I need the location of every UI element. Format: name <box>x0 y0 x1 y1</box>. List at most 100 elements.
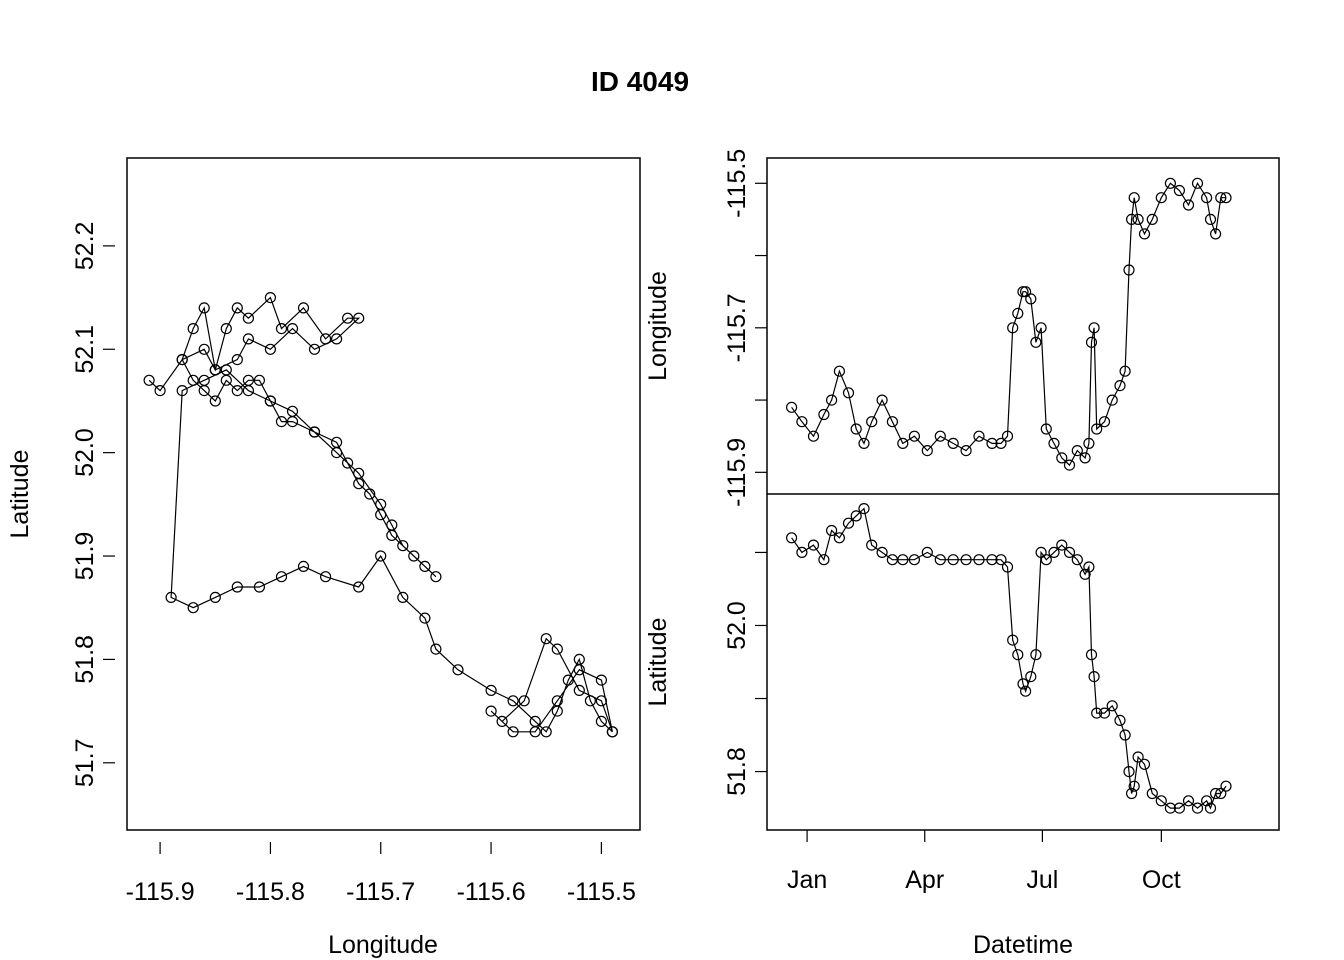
data-point <box>1220 192 1232 204</box>
data-point <box>375 509 387 521</box>
data-point <box>886 416 899 428</box>
data-point <box>960 554 972 566</box>
data-point <box>231 581 243 593</box>
data-point <box>1146 213 1158 225</box>
data-point <box>1017 286 1029 298</box>
data-point <box>1132 751 1144 763</box>
data-point <box>842 387 855 399</box>
latitude-time-panel: 51.8 52.0 Jan Apr Jul Oct Latitude Datetime <box>644 503 1232 959</box>
data-point <box>1025 670 1037 683</box>
data-point <box>297 302 310 314</box>
data-point <box>1123 264 1135 276</box>
data-point <box>908 430 921 442</box>
data-point <box>408 550 420 562</box>
data-point <box>921 445 933 457</box>
data-point <box>897 554 909 566</box>
data-point <box>1017 678 1029 690</box>
data-point <box>876 546 888 559</box>
y-tick-label: 51.8 <box>71 635 99 684</box>
x-tick-label: -115.5 <box>567 878 636 906</box>
y-tick-label: 52.0 <box>71 428 99 477</box>
x-tick-label: -115.6 <box>457 878 526 906</box>
data-point <box>986 437 998 449</box>
series-line <box>148 296 613 733</box>
data-point <box>785 532 798 544</box>
x-tick-label: Jul <box>1026 866 1058 894</box>
data-point <box>419 560 431 573</box>
data-point <box>242 312 254 324</box>
data-point <box>1114 714 1126 727</box>
data-point <box>1040 423 1052 435</box>
data-point <box>1012 307 1024 319</box>
data-point <box>897 437 909 449</box>
data-point <box>947 554 959 566</box>
data-point <box>973 554 985 566</box>
data-point <box>1007 322 1019 334</box>
y-tick-label: 52.0 <box>723 601 751 650</box>
data-point <box>286 323 299 335</box>
data-point <box>921 546 933 559</box>
data-point <box>818 554 830 566</box>
data-point <box>242 385 254 397</box>
data-point <box>286 405 299 417</box>
data-point <box>1204 213 1217 225</box>
data-point <box>220 364 232 376</box>
data-point <box>995 437 1007 449</box>
data-point <box>198 343 210 355</box>
y-tick-label: 51.8 <box>723 747 751 796</box>
data-point <box>1191 802 1204 814</box>
data-point <box>1215 192 1227 204</box>
data-point <box>231 385 243 397</box>
track-data <box>143 292 619 738</box>
data-point <box>842 517 855 529</box>
data-point <box>176 354 188 366</box>
data-point <box>1091 707 1103 719</box>
data-point <box>253 581 265 593</box>
data-point <box>1155 192 1167 204</box>
data-point <box>386 529 398 542</box>
track-plot-frame <box>126 157 641 831</box>
data-point <box>1098 416 1111 428</box>
data-point <box>1106 700 1118 712</box>
data-point <box>342 312 354 324</box>
data-point <box>397 591 409 604</box>
data-point <box>573 664 585 676</box>
latitude-time-data <box>785 503 1232 814</box>
data-point <box>1128 780 1140 792</box>
data-point <box>264 343 276 355</box>
datetime-x-axis-label: Datetime <box>973 931 1073 959</box>
data-point <box>1155 795 1167 807</box>
data-point <box>540 633 552 645</box>
data-point <box>1001 561 1014 573</box>
data-point <box>231 302 243 314</box>
data-point <box>353 478 365 490</box>
data-point <box>1056 452 1068 464</box>
data-point <box>187 374 199 386</box>
data-point <box>176 385 188 397</box>
data-point <box>1063 546 1076 559</box>
data-point <box>275 416 288 428</box>
y-tick-label: -115.5 <box>723 149 751 218</box>
data-point <box>198 374 210 386</box>
track-x-axis-label: Longitude <box>328 931 438 959</box>
data-point <box>1019 685 1032 697</box>
data-point <box>1012 649 1024 661</box>
data-point <box>960 445 972 457</box>
data-point <box>297 560 310 573</box>
data-point <box>562 674 574 686</box>
x-tick-label: Apr <box>905 866 944 894</box>
track-y-axis-label: Latitude <box>6 450 34 539</box>
data-point <box>331 333 343 345</box>
data-point <box>253 374 265 386</box>
data-point <box>1048 546 1060 559</box>
data-point <box>573 684 585 697</box>
y-tick-label: 52.1 <box>71 325 99 374</box>
data-point <box>1098 707 1111 719</box>
x-tick-label: -115.9 <box>126 878 195 906</box>
data-point <box>796 416 808 428</box>
data-point <box>1071 554 1083 566</box>
series-line <box>791 182 1226 467</box>
data-point <box>165 591 177 604</box>
data-point <box>1164 802 1177 814</box>
longitude-time-axis-ticks: -115.9 -115.7 -115.5 <box>723 149 767 507</box>
